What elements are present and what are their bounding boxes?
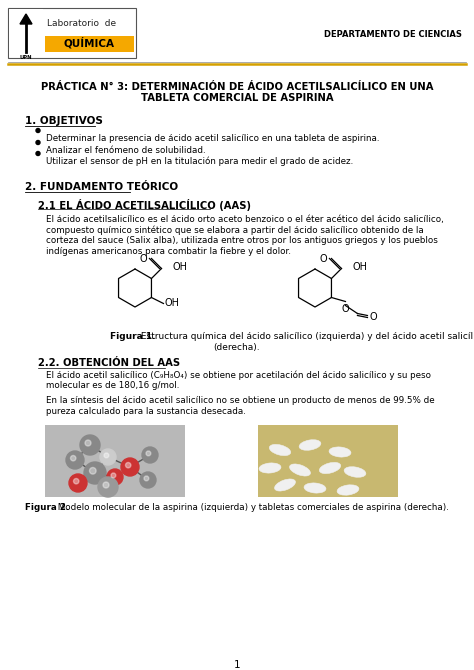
Circle shape <box>98 477 118 497</box>
Text: Figura 1.: Figura 1. <box>110 332 155 341</box>
Bar <box>8 8 136 58</box>
Ellipse shape <box>274 479 295 491</box>
Text: UPN: UPN <box>20 55 32 60</box>
Circle shape <box>140 472 156 488</box>
Circle shape <box>80 435 100 455</box>
Text: Modelo molecular de la aspirina (izquierda) y tabletas comerciales de aspirina (: Modelo molecular de la aspirina (izquier… <box>55 503 449 512</box>
Circle shape <box>36 151 40 155</box>
Text: OH: OH <box>173 261 187 271</box>
Ellipse shape <box>259 463 281 473</box>
Text: O: O <box>369 312 377 322</box>
Text: El ácido acetil salicílico (C₉H₈O₄) se obtiene por acetilación del ácido salicíl: El ácido acetil salicílico (C₉H₈O₄) se o… <box>46 371 431 381</box>
Text: pureza calculado para la sustancia desecada.: pureza calculado para la sustancia desec… <box>46 407 246 415</box>
Text: TABLETA COMERCIAL DE ASPIRINA: TABLETA COMERCIAL DE ASPIRINA <box>141 93 333 103</box>
Circle shape <box>111 473 116 478</box>
Text: Estructura química del ácido salicílico (izquierda) y del ácido acetil salicílic: Estructura química del ácido salicílico … <box>138 332 474 341</box>
Text: Analizar el fenómeno de solubilidad.: Analizar el fenómeno de solubilidad. <box>46 146 206 155</box>
Circle shape <box>66 451 84 469</box>
Text: Laboratorio  de: Laboratorio de <box>47 19 116 28</box>
Text: El ácido acetilsalicílico es el ácido orto aceto benzoico o el éter acético del : El ácido acetilsalicílico es el ácido or… <box>46 215 444 224</box>
Circle shape <box>90 468 96 474</box>
Circle shape <box>104 453 109 458</box>
Ellipse shape <box>329 447 351 457</box>
Circle shape <box>69 474 87 492</box>
Circle shape <box>144 476 149 481</box>
Circle shape <box>85 440 91 446</box>
Ellipse shape <box>299 440 321 450</box>
Circle shape <box>121 458 139 476</box>
Ellipse shape <box>344 467 366 477</box>
Ellipse shape <box>269 444 291 456</box>
Circle shape <box>36 141 40 145</box>
Bar <box>45 36 134 52</box>
Text: QUÍMICA: QUÍMICA <box>64 38 115 49</box>
Text: compuesto químico sintético que se elabora a partir del ácido salicílico obtenid: compuesto químico sintético que se elabo… <box>46 226 424 235</box>
Circle shape <box>71 456 76 461</box>
Text: DEPARTAMENTO DE CIENCIAS: DEPARTAMENTO DE CIENCIAS <box>324 30 462 39</box>
Text: molecular es de 180,16 g/mol.: molecular es de 180,16 g/mol. <box>46 381 179 391</box>
Text: indígenas americanos para combatir la fiebre y el dolor.: indígenas americanos para combatir la fi… <box>46 247 291 255</box>
Ellipse shape <box>304 483 326 493</box>
Text: 1. OBJETIVOS: 1. OBJETIVOS <box>25 116 103 126</box>
Text: En la síntesis del ácido acetil salicílico no se obtiene un producto de menos de: En la síntesis del ácido acetil salicíli… <box>46 396 435 405</box>
Text: O: O <box>342 304 349 314</box>
Text: O: O <box>140 253 147 263</box>
Text: 1: 1 <box>234 660 240 670</box>
Circle shape <box>146 451 151 456</box>
Text: PRÁCTICA N° 3: DETERMINACIÓN DE ÁCIDO ACETILSALICÍLICO EN UNA: PRÁCTICA N° 3: DETERMINACIÓN DE ÁCIDO AC… <box>41 82 433 92</box>
Circle shape <box>126 462 131 468</box>
Circle shape <box>103 482 109 488</box>
Polygon shape <box>20 14 32 24</box>
Text: 2. FUNDAMENTO TEÓRICO: 2. FUNDAMENTO TEÓRICO <box>25 182 178 192</box>
FancyBboxPatch shape <box>45 425 185 497</box>
FancyBboxPatch shape <box>258 425 398 497</box>
Text: corteza del sauce (Salix alba), utilizada entre otros por los antiguos griegos y: corteza del sauce (Salix alba), utilizad… <box>46 236 438 245</box>
Circle shape <box>73 478 79 484</box>
Text: OH: OH <box>164 299 180 308</box>
Text: O: O <box>319 253 327 263</box>
Ellipse shape <box>337 485 359 495</box>
Circle shape <box>36 129 40 133</box>
Circle shape <box>107 469 123 485</box>
Circle shape <box>84 462 106 484</box>
Text: 2.2. OBTENCIÓN DEL AAS: 2.2. OBTENCIÓN DEL AAS <box>38 358 180 368</box>
Text: Figura 2.: Figura 2. <box>25 503 69 512</box>
Text: OH: OH <box>353 261 367 271</box>
Text: Utilizar el sensor de pH en la titulación para medir el grado de acidez.: Utilizar el sensor de pH en la titulació… <box>46 157 353 167</box>
Text: (derecha).: (derecha). <box>214 343 260 352</box>
Ellipse shape <box>319 462 341 474</box>
Circle shape <box>100 449 116 465</box>
Text: 2.1 EL ÁCIDO ACETILSALICÍLICO (AAS): 2.1 EL ÁCIDO ACETILSALICÍLICO (AAS) <box>38 199 251 211</box>
Bar <box>9 9 43 57</box>
Text: Determinar la presencia de ácido acetil salicílico en una tableta de aspirina.: Determinar la presencia de ácido acetil … <box>46 134 380 143</box>
Ellipse shape <box>290 464 310 476</box>
Circle shape <box>142 447 158 463</box>
